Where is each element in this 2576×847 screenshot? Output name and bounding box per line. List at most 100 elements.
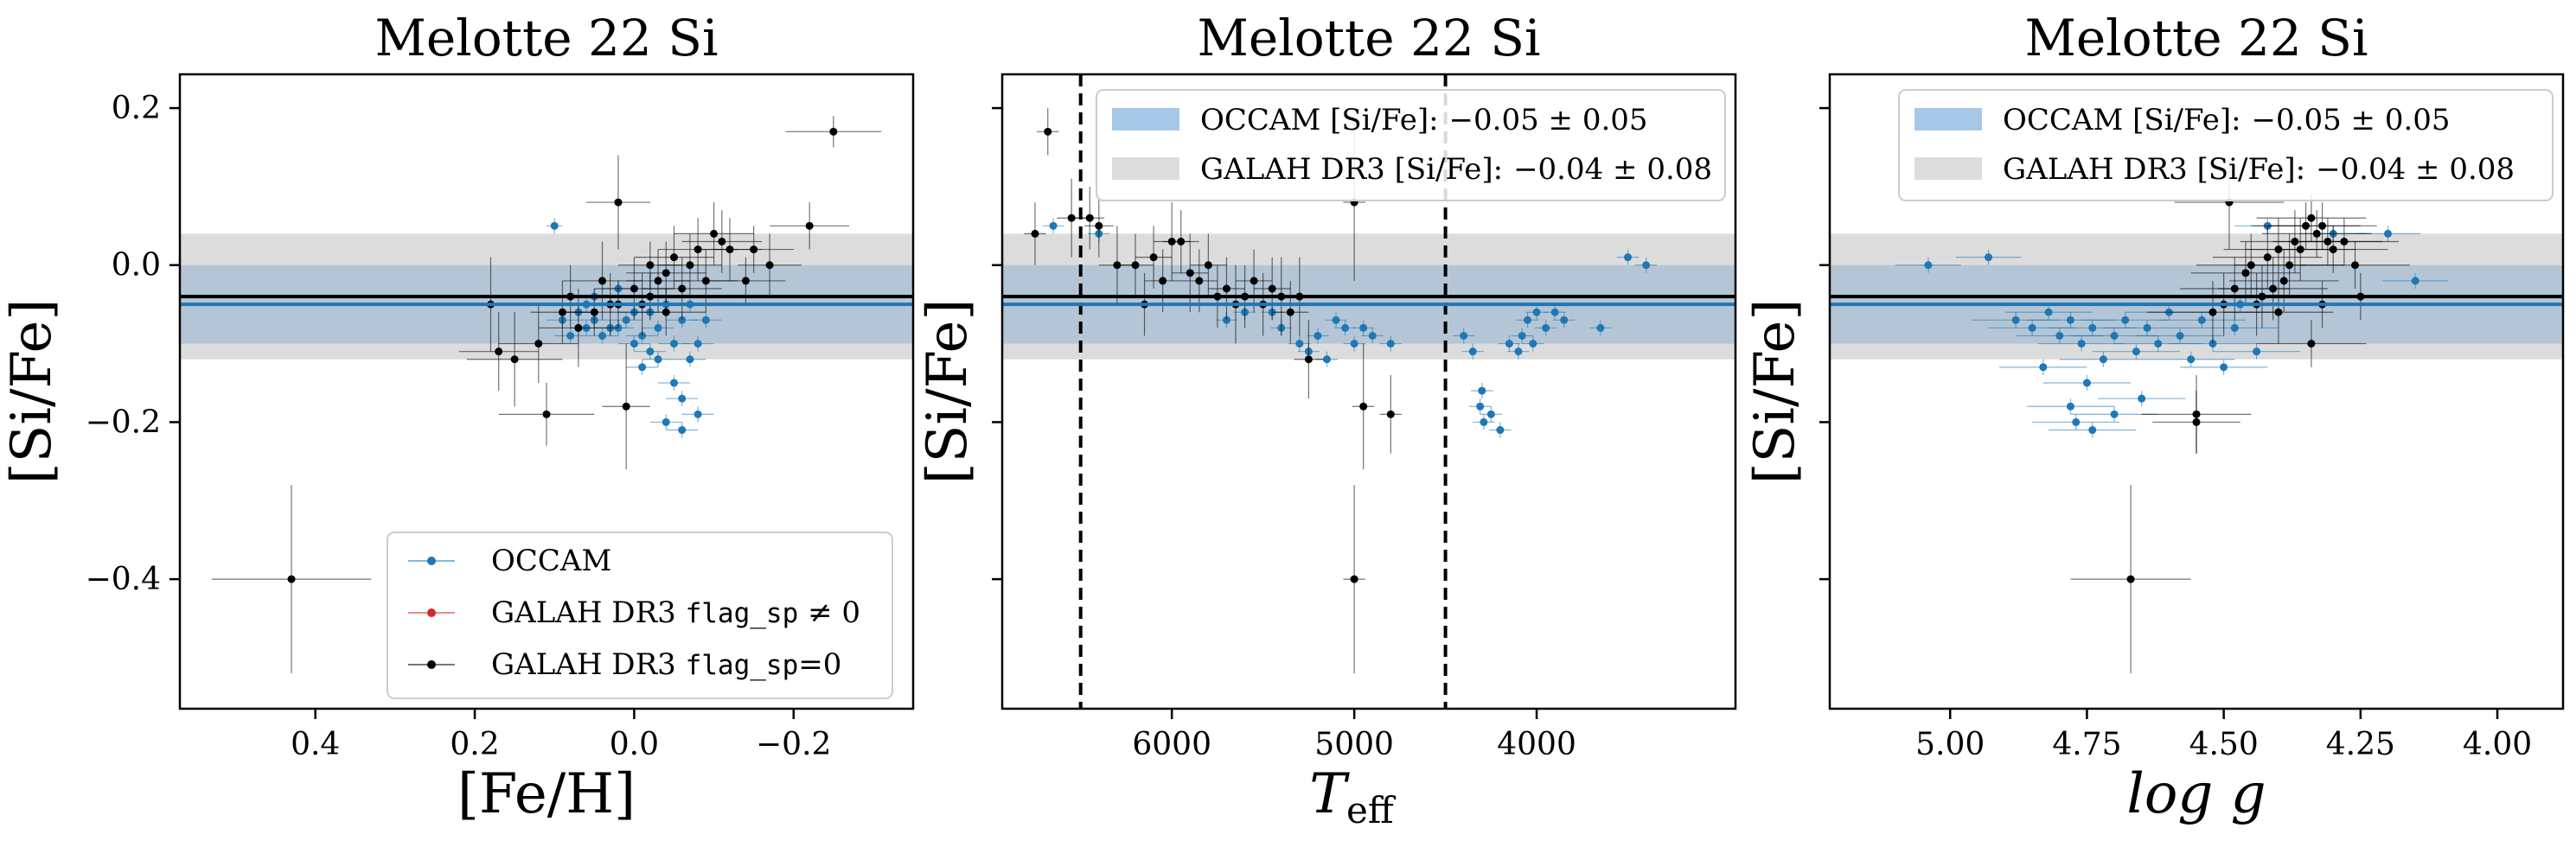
data-point — [1634, 257, 1658, 273]
point-marker — [2208, 308, 2217, 316]
data-point — [2081, 312, 2170, 328]
x-tick-label: 0.2 — [450, 727, 499, 762]
point-marker — [2411, 277, 2419, 285]
point-marker — [678, 426, 687, 435]
data-point — [610, 312, 642, 328]
data-point — [642, 320, 674, 336]
point-marker — [1460, 332, 1468, 341]
data-point — [626, 241, 706, 305]
point-marker — [495, 347, 503, 356]
legend-label-prefix: GALAH DR3 — [491, 595, 686, 630]
point-marker — [2307, 340, 2316, 348]
data-point — [681, 406, 714, 423]
point-marker — [2307, 213, 2316, 222]
legend-label: OCCAM [Si/Fe]: −0.05 ± 0.05 — [2003, 103, 2451, 137]
data-point — [2267, 202, 2377, 250]
point-marker — [669, 253, 678, 262]
point-marker — [2138, 394, 2146, 403]
point-marker — [1131, 261, 1140, 270]
legend-label: GALAH DR3 [Si/Fe]: −0.04 ± 0.08 — [1200, 152, 1712, 187]
point-marker — [1314, 332, 1322, 341]
point-marker — [287, 575, 296, 583]
data-point — [1294, 320, 1324, 399]
data-point — [658, 233, 722, 297]
data-point — [2289, 218, 2400, 265]
data-point — [2037, 335, 2125, 352]
point-marker — [2082, 379, 2091, 387]
point-marker — [829, 127, 838, 136]
data-point — [617, 335, 650, 352]
y-axis-label: [Si/Fe] — [916, 299, 980, 485]
data-point — [681, 335, 714, 352]
point-marker — [2263, 253, 2272, 262]
point-marker — [1332, 315, 1340, 324]
point-marker — [2269, 284, 2278, 293]
point-marker — [694, 340, 702, 348]
legend-label-code: flag_sp — [686, 598, 799, 629]
point-marker — [1304, 355, 1313, 364]
point-marker — [598, 332, 607, 341]
point-marker — [2312, 229, 2321, 238]
data-point — [689, 312, 722, 328]
point-marker — [2329, 245, 2337, 254]
legend-swatch-marker — [427, 660, 436, 669]
data-point — [2092, 343, 2181, 360]
point-marker — [1350, 340, 1358, 348]
point-marker — [1642, 261, 1651, 270]
point-marker — [1067, 213, 1076, 222]
data-point — [1144, 249, 1181, 313]
point-marker — [686, 355, 694, 364]
legend: OCCAM [Si/Fe]: −0.05 ± 0.05 GALAH DR3 [Si/… — [1096, 89, 1726, 201]
legend-label: GALAH DR3 flag_sp ≠ 0 — [491, 595, 860, 630]
point-marker — [566, 332, 575, 341]
point-marker — [662, 269, 670, 277]
x-axis-label: log g — [2126, 762, 2266, 826]
data-point — [738, 233, 802, 297]
point-marker — [678, 394, 687, 403]
point-marker — [654, 355, 662, 364]
data-point — [1352, 343, 1375, 469]
legend-label-suffix: =0 — [798, 647, 841, 682]
point-marker — [2230, 323, 2239, 332]
point-marker — [1286, 308, 1294, 316]
data-point — [2223, 280, 2334, 344]
data-point — [2256, 320, 2367, 367]
data-point — [1116, 233, 1154, 297]
legend-label-suffix: ≠ 0 — [798, 595, 860, 630]
data-point — [2070, 485, 2191, 674]
point-marker — [622, 315, 630, 324]
data-point — [1489, 422, 1512, 438]
legend-label-name: GALAH DR3 [Si/Fe]: — [2003, 152, 2305, 187]
point-marker — [2099, 355, 2107, 364]
point-marker — [1095, 221, 1103, 230]
chart-panel-2: Melotte 22 Si 6000 5000 4000 [Si/Fe] Teff OCCA… — [916, 9, 1737, 831]
data-point — [2152, 391, 2240, 454]
data-point — [1522, 335, 1544, 352]
legend-label-name: OCCAM [Si/Fe]: — [2003, 103, 2241, 137]
point-marker — [2044, 308, 2053, 316]
point-marker — [630, 284, 638, 293]
point-marker — [710, 229, 719, 238]
data-point — [1534, 320, 1557, 336]
point-marker — [1486, 410, 1495, 418]
x-tick-label: 4.25 — [2326, 727, 2395, 762]
point-marker — [678, 284, 687, 293]
data-point — [2218, 257, 2328, 321]
data-point — [2103, 320, 2191, 336]
legend-label-value: −0.04 ± 0.08 — [1513, 152, 1712, 187]
point-marker — [2351, 261, 2360, 270]
point-marker — [542, 410, 551, 418]
data-point — [498, 383, 595, 446]
point-marker — [1159, 277, 1167, 285]
data-point — [2059, 351, 2148, 367]
point-marker — [1222, 284, 1230, 293]
point-marker — [1186, 269, 1194, 277]
data-point — [2136, 328, 2224, 344]
point-marker — [1177, 237, 1186, 245]
data-point — [538, 288, 618, 367]
data-point — [2180, 359, 2268, 375]
point-marker — [1350, 575, 1358, 583]
data-point — [2190, 320, 2279, 336]
data-point — [1190, 233, 1227, 297]
point-marker — [1505, 340, 1513, 348]
